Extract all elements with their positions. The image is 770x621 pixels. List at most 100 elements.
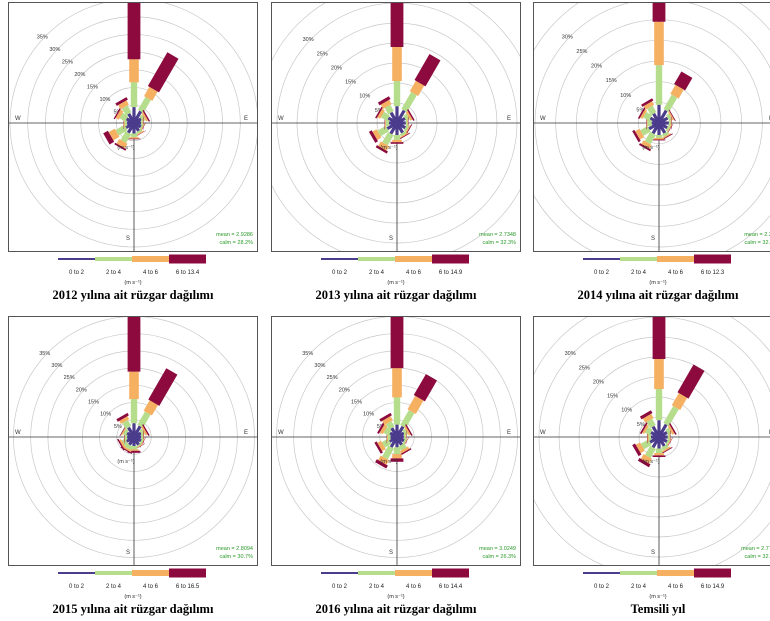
rose-bar-dir210-bin4 [375, 145, 388, 154]
mean-label: mean = 2.8094 [216, 546, 253, 552]
rose-bar-dir120-bin2 [402, 438, 407, 445]
rose-bar-dir30-bin4 [674, 71, 693, 91]
rose-bar-dir0-bin4 [652, 3, 666, 22]
rose-bar-dir120-bin2 [665, 438, 671, 446]
rose-bar-dir0-bin2 [130, 399, 138, 424]
rose-bar-dir330-bin1 [127, 113, 136, 124]
compass-label-e: E [507, 430, 511, 436]
legend-label-bin1: 0 to 2 [594, 584, 610, 590]
rose-bar-dir210-bin4 [637, 458, 651, 468]
rose-bar-dir150-bin3 [135, 130, 145, 137]
rose-bar-dir180-bin3 [392, 139, 402, 143]
rose-bar-dir330-bin2 [386, 421, 395, 430]
rose-bar-dir240-bin3 [372, 129, 382, 140]
rose-bar-dir300-bin3 [120, 426, 127, 436]
rose-bar-dir0-bin4 [127, 317, 141, 372]
rose-bar-dir150-bin4 [398, 132, 411, 140]
rose-bar-dir270-bin3 [646, 118, 648, 128]
rose-bar-dir180-bin4 [127, 138, 141, 140]
unit-label: (m s⁻¹) [380, 145, 397, 151]
rose-bar-dir150-bin4 [661, 447, 673, 455]
rose-bar-dir300-bin4 [375, 106, 383, 119]
mean-label: mean = 2.7734 [741, 546, 770, 552]
rose-bar-dir60-bin3 [404, 426, 411, 436]
legend-unit-label: (m s⁻¹) [649, 594, 666, 600]
legend-swatch-bin2 [95, 571, 132, 575]
ring-label: 25% [579, 365, 590, 371]
rose-bar-dir210-bin3 [116, 139, 128, 149]
rose-bar-dir330-bin3 [119, 416, 130, 424]
rose-bar-dir210-bin3 [378, 455, 390, 465]
rose-bar-dir180-bin3 [129, 449, 139, 451]
rose-bar-dir330-bin4 [116, 412, 129, 422]
legend-swatch-bin2 [358, 257, 395, 261]
rose-bar-dir240-bin4 [632, 443, 642, 457]
calm-label: calm = 28.2% [220, 240, 254, 246]
rose-bar-dir270-bin2 [648, 433, 651, 441]
rose-bar-dir150-bin4 [661, 133, 673, 141]
legend-label-bin3: 4 to 6 [143, 584, 159, 590]
rose-bar-dir180-bin3 [129, 137, 139, 139]
windrose-plot: 5% 10% 15% 20% 25% 30% W E S (m s⁻¹) mean = 2.7348… [271, 2, 521, 252]
rose-bar-dir0-bin3 [392, 47, 402, 81]
rose-bar-dir30-bin3 [670, 84, 684, 99]
rose-bar-dir330-bin1 [651, 425, 661, 438]
rose-bar-dir0-bin4 [390, 3, 404, 47]
ring-label: 5% [375, 108, 383, 114]
rose-bar-dir30-bin3 [144, 86, 158, 101]
rose-bar-dir210-bin2 [645, 445, 656, 458]
ring-label: 20% [74, 72, 85, 78]
ring-label: 10% [621, 408, 632, 414]
panel-caption: 2016 yılına ait rüzgar dağılımı [315, 602, 477, 616]
rose-bar-dir0-bin3 [392, 368, 402, 398]
rose-bar-dir30-bin2 [137, 411, 151, 428]
legend-unit-label: (m s⁻¹) [124, 280, 141, 286]
legend-swatch-bin4 [169, 568, 206, 578]
rose-bar-dir30-bin2 [400, 410, 415, 429]
rose-bar-dir270-bin2 [385, 119, 389, 127]
windrose-svg: 5%10%15%20%25%30%WES(m s⁻¹)mean = 2.7734… [534, 317, 770, 565]
compass-label-s: S [389, 550, 393, 556]
rose-bar-dir120-bin4 [666, 123, 674, 135]
compass-label-e: E [244, 116, 248, 122]
panel-caption: 2013 yılına ait rüzgar dağılımı [315, 288, 477, 302]
rose-bar-dir30-bin3 [407, 395, 424, 414]
ring-label: 30% [51, 363, 62, 369]
legend-swatch-bin1 [583, 258, 620, 260]
legend-label-bin2: 2 to 4 [369, 270, 385, 276]
rose-bar-dir330-bin4 [377, 96, 391, 106]
windrose-plot: 5% 10% 15% 20% 25% 30% 35% W E S (m s⁻¹) mean = 2.8… [8, 316, 258, 566]
rose-bar-dir240-bin4 [368, 130, 378, 143]
legend-label-bin4: 6 to 13.4 [176, 270, 200, 276]
rose-bar-dir240-bin2 [640, 126, 651, 136]
rose-bar-dir30-bin3 [143, 400, 158, 416]
ring-label: 30% [49, 47, 60, 53]
rose-bar-dir300-bin2 [383, 427, 392, 436]
legend-label-bin2: 2 to 4 [106, 584, 122, 590]
ring-label: 35% [39, 351, 50, 357]
rose-bar-dir180-bin2 [130, 446, 138, 450]
unit-label: (m s⁻¹) [380, 459, 397, 465]
legend-swatch-bin4 [694, 568, 731, 578]
rose-bar-dir240-bin2 [377, 125, 389, 137]
rose-bar-dir0-bin4 [127, 3, 141, 60]
speed-legend: 0 to 2 2 to 4 4 to 6 6 to 16.5 (m s⁻¹) [8, 566, 258, 606]
compass-label-w: W [278, 116, 284, 122]
ring-label: 35% [37, 34, 48, 40]
mean-label: mean = 2.7348 [479, 232, 516, 238]
rose-bar-dir300-bin3 [642, 424, 649, 434]
rose-bar-dir300-bin3 [640, 109, 648, 119]
ring-label: 10% [99, 97, 110, 103]
rose-bar-dir120-bin4 [405, 124, 413, 136]
rose-bar-dir180-bin4 [652, 455, 666, 457]
rose-bar-dir300-bin2 [643, 112, 652, 121]
ring-label: 15% [87, 84, 98, 90]
rose-bar-dir180-bin2 [393, 135, 401, 140]
legend-unit-label: (m s⁻¹) [387, 594, 404, 600]
rose-bar-dir330-bin2 [647, 105, 657, 116]
rose-bar-dir30-bin2 [663, 94, 678, 113]
compass-label-s: S [651, 236, 655, 242]
legend-label-bin1: 0 to 2 [332, 270, 348, 276]
ring-label: 15% [351, 399, 362, 405]
ring-label: 25% [327, 375, 338, 381]
